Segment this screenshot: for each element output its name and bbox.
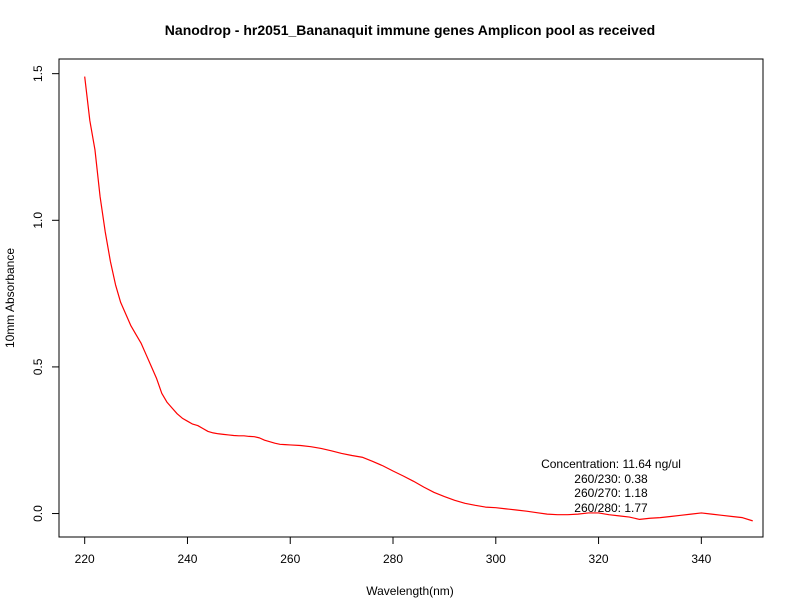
x-tick-label: 220 <box>75 552 95 566</box>
series-layer <box>84 76 753 522</box>
annotation-ratio-260-270: 260/270: 1.18 <box>574 486 648 500</box>
annotation-ratio-260-230: 260/230: 0.38 <box>574 472 648 486</box>
y-tick-label: 0.0 <box>31 505 45 522</box>
chart-title: Nanodrop - hr2051_Bananaquit immune gene… <box>165 22 655 38</box>
y-axis: 0.0 0.5 1.0 1.5 <box>31 65 60 522</box>
x-axis-label: Wavelength(nm) <box>366 584 454 598</box>
absorbance-series-line <box>84 76 753 522</box>
annotation-ratio-260-280: 260/280: 1.77 <box>574 501 648 515</box>
y-axis-label: 10mm Absorbance <box>3 248 17 348</box>
x-tick-label: 260 <box>280 552 300 566</box>
y-tick-label: 1.0 <box>31 212 45 229</box>
y-tick-label: 0.5 <box>31 358 45 375</box>
x-tick-label: 340 <box>691 552 711 566</box>
x-tick-label: 300 <box>486 552 506 566</box>
y-tick-label: 1.5 <box>31 65 45 82</box>
x-tick-label: 280 <box>383 552 403 566</box>
annotation-block: Concentration: 11.64 ng/ul 260/230: 0.38… <box>541 457 681 515</box>
x-axis: 220 240 260 280 300 320 340 <box>75 536 712 566</box>
x-tick-label: 320 <box>589 552 609 566</box>
x-tick-label: 240 <box>177 552 197 566</box>
annotation-concentration: Concentration: 11.64 ng/ul <box>541 457 681 471</box>
